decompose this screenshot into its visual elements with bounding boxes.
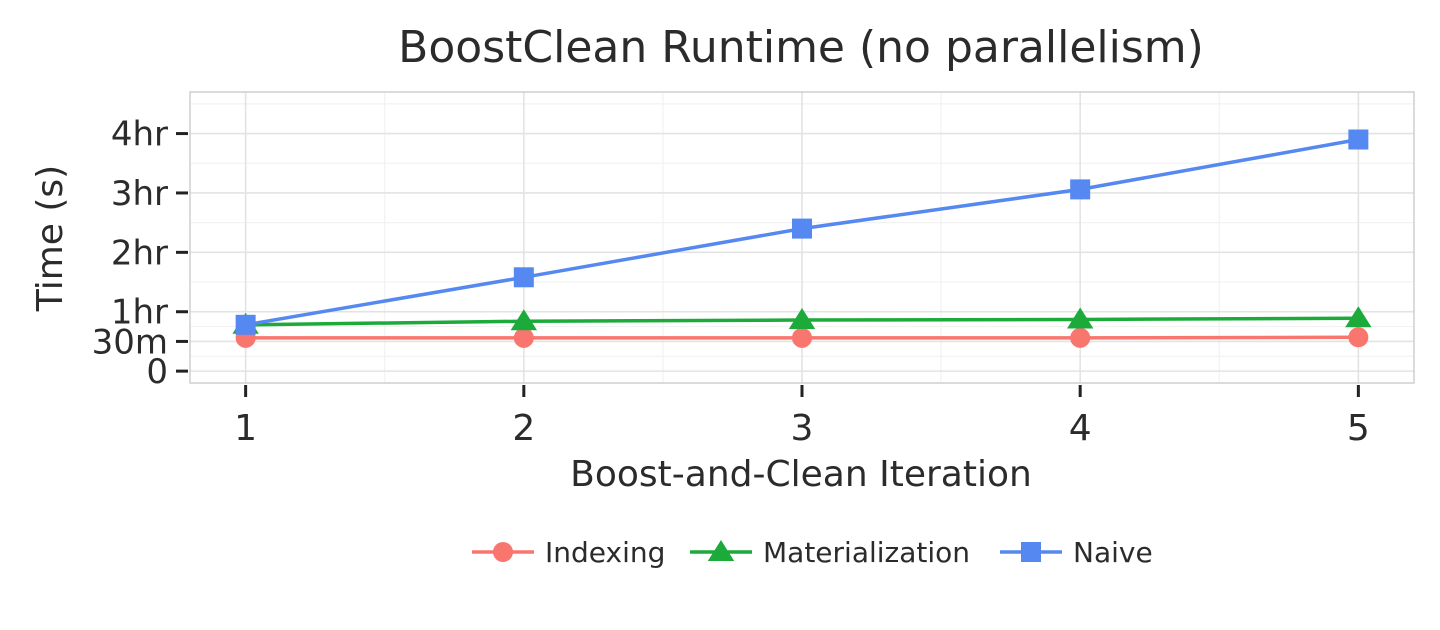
data-point-materialization — [1345, 306, 1372, 328]
legend-label: Indexing — [545, 536, 665, 569]
data-point-indexing — [513, 327, 534, 348]
data-point-materialization — [788, 308, 816, 330]
x-tick-label: 2 — [512, 408, 535, 449]
legend-key-marker — [493, 542, 513, 562]
y-tick-label: 4hr — [111, 115, 168, 155]
y-tick-label: 0 — [146, 352, 168, 392]
x-axis-title: Boost-and-Clean Iteration — [570, 454, 1032, 495]
series-indexing — [235, 327, 1369, 348]
data-point-indexing — [1070, 327, 1091, 348]
y-tick-label: 3hr — [111, 174, 168, 214]
chart-title: BoostClean Runtime (no parallelism) — [398, 22, 1204, 73]
y-tick-label: 1hr — [111, 293, 168, 333]
legend-label: Naive — [1073, 536, 1153, 569]
series-group — [232, 129, 1372, 348]
data-point-indexing — [792, 327, 812, 348]
data-point-naive — [792, 218, 812, 239]
data-point-indexing — [1348, 327, 1369, 348]
x-tick-label: 1 — [234, 408, 257, 449]
legend: Indexing Materialization Naive — [472, 536, 1153, 569]
x-tick-label: 4 — [1069, 408, 1092, 449]
data-point-materialization — [1066, 307, 1094, 329]
legend-label: Materialization — [763, 536, 970, 569]
x-tick-label: 5 — [1347, 408, 1370, 449]
y-axis-title: Time (s) — [30, 165, 71, 312]
series-naive — [235, 129, 1369, 335]
data-point-naive — [1348, 129, 1369, 150]
x-tick-label: 3 — [791, 408, 814, 449]
legend-item-naive: Naive — [1000, 536, 1153, 569]
legend-key-marker — [1021, 542, 1041, 562]
legend-item-indexing: Indexing — [472, 536, 665, 569]
data-point-naive — [1070, 179, 1091, 200]
data-point-naive — [513, 267, 534, 288]
plot-panel — [189, 91, 1415, 384]
legend-key-marker — [707, 540, 735, 561]
y-tick-label: 30m — [92, 322, 168, 362]
y-tick-label: 2hr — [111, 233, 168, 273]
data-point-materialization — [510, 309, 538, 331]
data-point-naive — [235, 314, 256, 335]
legend-item-materialization: Materialization — [690, 536, 970, 569]
